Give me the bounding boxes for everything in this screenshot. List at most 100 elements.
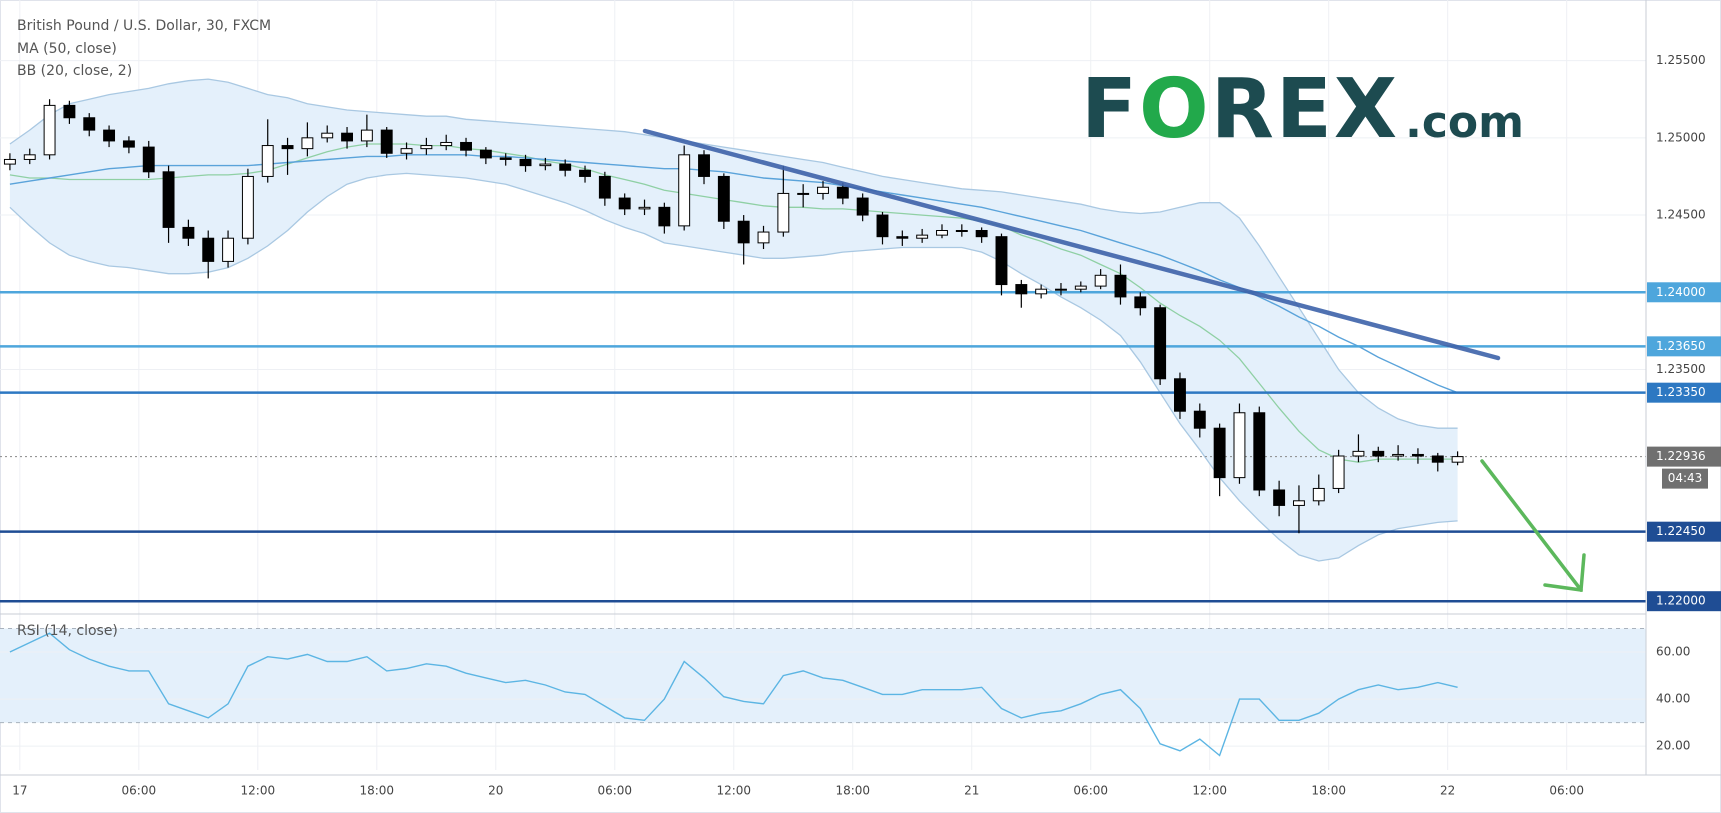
candle-body bbox=[1451, 456, 1464, 463]
candle-body bbox=[202, 237, 215, 262]
candle-body bbox=[380, 129, 393, 154]
x-tick-label: 18:00 bbox=[1311, 784, 1346, 798]
candle-body bbox=[301, 137, 314, 150]
level-label: 1.24000 bbox=[1656, 285, 1706, 299]
candle-body bbox=[1114, 274, 1127, 298]
logo-part: F bbox=[1081, 62, 1139, 157]
level-label: 1.22450 bbox=[1656, 524, 1706, 538]
candle-body bbox=[1193, 410, 1206, 429]
candle-body bbox=[737, 220, 750, 244]
x-tick-label: 21 bbox=[964, 784, 979, 798]
candle-body bbox=[598, 175, 611, 199]
candle-body bbox=[896, 236, 909, 239]
candle-body bbox=[698, 154, 710, 177]
level-label: 1.23650 bbox=[1656, 339, 1706, 353]
candle-body bbox=[63, 104, 76, 119]
y-tick-label: 1.24500 bbox=[1656, 208, 1706, 222]
candle-body bbox=[1174, 378, 1186, 412]
candle-body bbox=[222, 237, 235, 262]
candle-body bbox=[103, 129, 116, 142]
candle-body bbox=[1035, 288, 1048, 295]
candle-body bbox=[1134, 296, 1147, 309]
candle-body bbox=[1015, 284, 1028, 295]
candle-body bbox=[579, 169, 591, 177]
candle-body bbox=[1411, 453, 1424, 457]
candle-body bbox=[3, 158, 16, 165]
x-tick-label: 06:00 bbox=[1073, 784, 1108, 798]
candle-body bbox=[539, 163, 552, 167]
x-tick-label: 22 bbox=[1440, 784, 1455, 798]
candle-body bbox=[182, 226, 195, 239]
candle-body bbox=[717, 175, 730, 222]
candle-body bbox=[638, 206, 651, 210]
candle-body bbox=[916, 234, 929, 239]
candle-body bbox=[341, 132, 354, 142]
candle-body bbox=[479, 149, 492, 159]
candle-body bbox=[162, 171, 175, 228]
candle-body bbox=[1312, 487, 1325, 502]
arrow-head bbox=[1543, 553, 1586, 592]
candle-body bbox=[281, 145, 294, 150]
bb-upper bbox=[9, 78, 1458, 429]
candle-body bbox=[817, 186, 829, 194]
candle-body bbox=[1372, 450, 1385, 457]
x-tick-label: 18:00 bbox=[835, 784, 870, 798]
level-tag bbox=[1647, 382, 1721, 403]
candle-body bbox=[1292, 500, 1305, 506]
candle-body bbox=[995, 236, 1008, 286]
chart-title: British Pound / U.S. Dollar, 30, FXCM bbox=[17, 18, 271, 34]
y-tick-label: 40.00 bbox=[1656, 692, 1690, 706]
candle-body bbox=[499, 157, 512, 160]
rsi-band bbox=[0, 628, 1646, 723]
level-tag bbox=[1647, 336, 1721, 357]
countdown-tag bbox=[1662, 468, 1708, 489]
last-price-tag bbox=[1647, 446, 1721, 467]
candle-body bbox=[936, 230, 948, 236]
candle-body bbox=[23, 154, 36, 160]
candle-body bbox=[400, 148, 413, 154]
arrow-shaft bbox=[1480, 459, 1583, 592]
logo-part: .com bbox=[1405, 97, 1524, 148]
candle-body bbox=[797, 192, 810, 195]
candle-body bbox=[43, 104, 56, 156]
indicator-label: MA (50, close) bbox=[17, 41, 117, 57]
x-tick-label: 12:00 bbox=[241, 784, 276, 798]
candle-body bbox=[142, 146, 155, 173]
candle-body bbox=[420, 145, 433, 150]
candle-body bbox=[122, 140, 135, 148]
candle-body bbox=[1332, 455, 1345, 489]
x-tick-label: 18:00 bbox=[359, 784, 394, 798]
trend-line bbox=[642, 128, 1501, 361]
level-tag bbox=[1647, 521, 1721, 542]
candle-body bbox=[1233, 412, 1246, 479]
candle-body bbox=[876, 214, 889, 238]
candle-body bbox=[1392, 453, 1405, 457]
logo: FOREX .com bbox=[1081, 62, 1524, 157]
x-tick-label: 06:00 bbox=[1549, 784, 1584, 798]
candle-body bbox=[777, 192, 790, 233]
plot-area bbox=[0, 0, 1646, 770]
candle-body bbox=[241, 175, 254, 239]
candle-body bbox=[559, 163, 572, 171]
last-price-label: 1.22936 bbox=[1656, 449, 1706, 463]
candle-body bbox=[1352, 450, 1365, 457]
candle-body bbox=[83, 117, 96, 131]
candle-body bbox=[955, 230, 968, 233]
candle-body bbox=[321, 132, 334, 139]
candle-body bbox=[1154, 307, 1167, 380]
candle-body bbox=[618, 197, 631, 210]
candle-body bbox=[440, 141, 453, 147]
bb-basis bbox=[9, 143, 1458, 463]
candle-body bbox=[360, 129, 373, 142]
level-tag bbox=[1647, 282, 1721, 303]
y-tick-label: 20.00 bbox=[1656, 739, 1690, 753]
x-tick-label: 06:00 bbox=[122, 784, 157, 798]
candle-body bbox=[1094, 274, 1107, 287]
candle-body bbox=[757, 231, 770, 244]
indicator-label: BB (20, close, 2) bbox=[17, 63, 132, 79]
x-tick-label: 12:00 bbox=[716, 784, 751, 798]
bb-fill bbox=[9, 79, 1458, 561]
candle-body bbox=[460, 141, 472, 151]
